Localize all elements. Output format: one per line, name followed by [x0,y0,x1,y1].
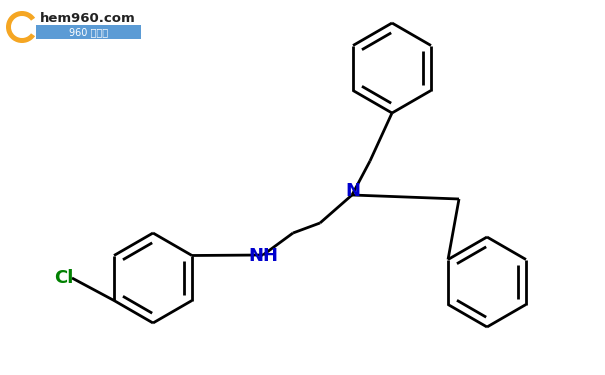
Wedge shape [6,11,35,43]
Text: N: N [345,182,361,200]
Text: NH: NH [248,247,278,265]
Text: 960 化工网: 960 化工网 [70,27,108,37]
Text: hem960.com: hem960.com [40,12,136,26]
FancyBboxPatch shape [36,25,141,39]
Text: Cl: Cl [54,269,74,287]
